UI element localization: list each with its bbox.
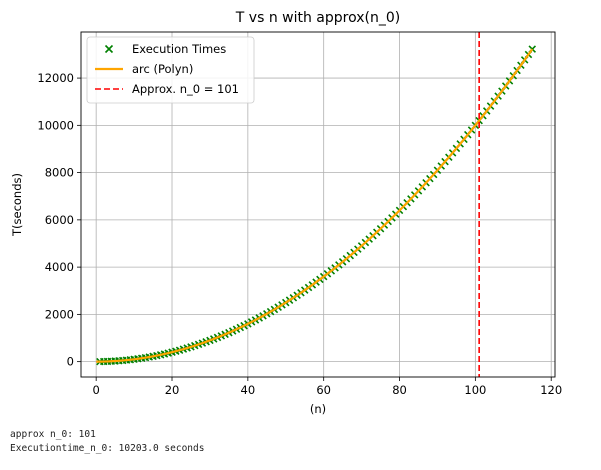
x-tick-label: 40 bbox=[241, 383, 256, 397]
y-tick-label: 0 bbox=[67, 355, 74, 369]
y-tick-label: 6000 bbox=[45, 213, 74, 227]
legend-label: Approx. n_0 = 101 bbox=[132, 82, 239, 96]
y-tick-label: 12000 bbox=[37, 71, 74, 85]
axis-ticks: 0 20 40 60 80 100 120 0 2000 4000 6000 8000 10000 120… bbox=[37, 71, 562, 397]
output-approx-n0: approx n_0: 101 bbox=[10, 429, 96, 440]
plot-area bbox=[96, 32, 537, 377]
y-tick-label: 4000 bbox=[45, 260, 74, 274]
y-axis-label: T(seconds) bbox=[10, 173, 24, 237]
x-tick-label: 120 bbox=[540, 383, 562, 397]
chart-title: T vs n with approx(n_0) bbox=[235, 10, 400, 26]
legend: Execution Times arc (Polyn) Approx. n_0 = … bbox=[86, 36, 255, 104]
x-tick-label: 100 bbox=[464, 383, 486, 397]
y-tick-label: 10000 bbox=[37, 118, 74, 132]
x-tick-label: 20 bbox=[165, 383, 180, 397]
axes-frame bbox=[80, 31, 556, 378]
x-tick-label: 0 bbox=[93, 383, 100, 397]
output-execution-time: Executiontime_n_0: 10203.0 seconds bbox=[10, 443, 205, 454]
legend-box bbox=[86, 36, 255, 104]
y-tick-label: 8000 bbox=[45, 166, 74, 180]
legend-label: arc (Polyn) bbox=[132, 62, 193, 76]
legend-handle-execution-times bbox=[104, 44, 114, 54]
x-tick-label: 80 bbox=[392, 383, 407, 397]
legend-label: Execution Times bbox=[132, 42, 226, 56]
x-axis-label: (n) bbox=[310, 402, 326, 416]
chart: 0 20 40 60 80 100 120 0 2000 4000 6000 8000 10000 120… bbox=[10, 10, 562, 416]
y-tick-label: 2000 bbox=[45, 307, 74, 321]
x-tick-label: 60 bbox=[316, 383, 331, 397]
arc-polyn-line bbox=[96, 48, 534, 363]
